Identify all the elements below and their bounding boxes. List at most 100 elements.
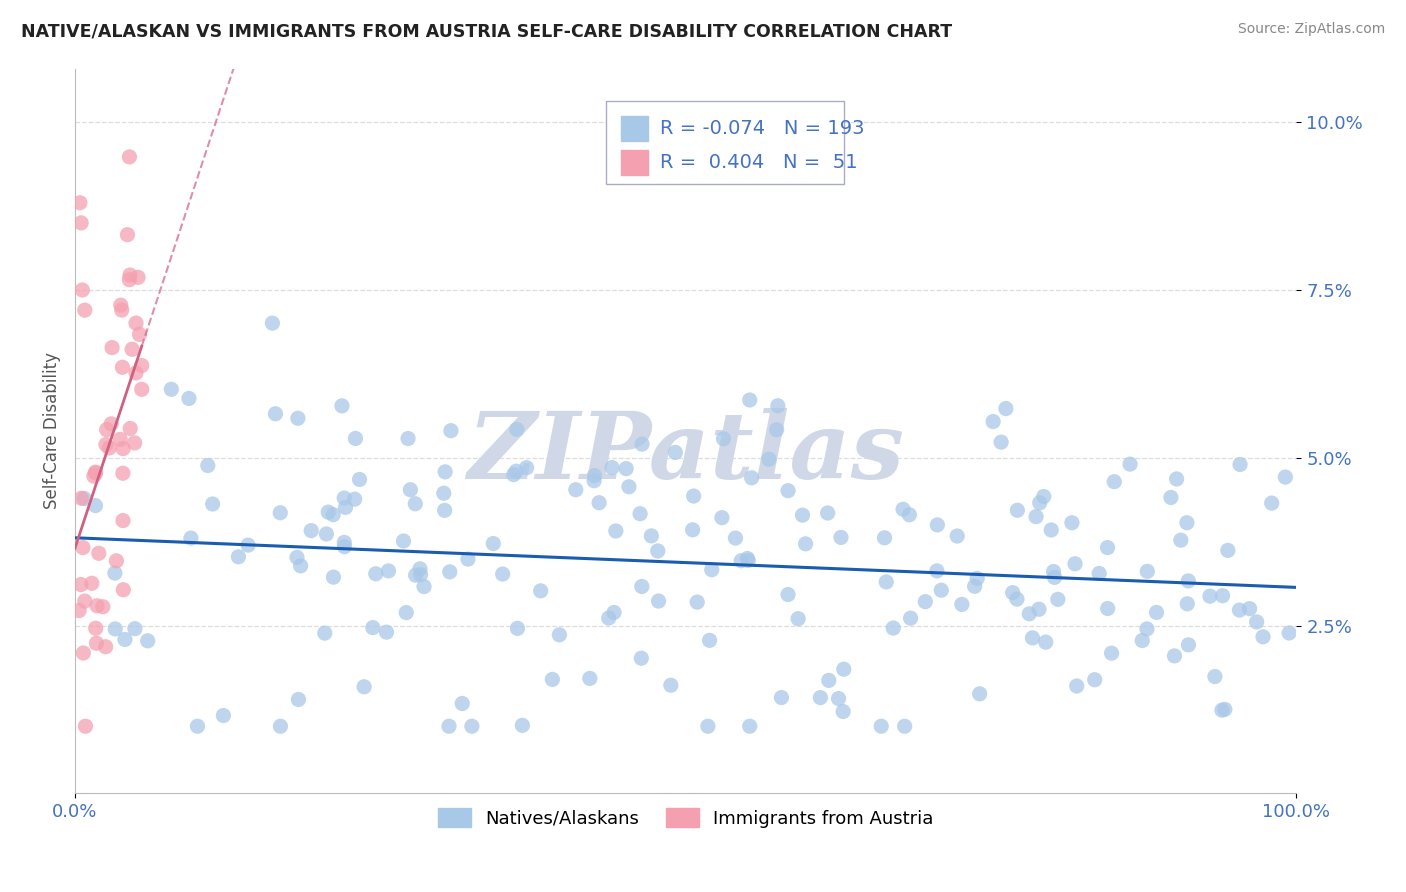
Point <box>1160 491 1182 505</box>
Point <box>659 678 682 692</box>
Point <box>1028 496 1050 510</box>
Point <box>873 531 896 545</box>
Point <box>506 422 529 436</box>
Point <box>898 508 921 522</box>
Point <box>770 690 793 705</box>
Point <box>1170 533 1192 548</box>
Point <box>322 570 344 584</box>
Point <box>946 529 969 543</box>
Point <box>686 595 709 609</box>
Point <box>1104 475 1126 489</box>
Point <box>353 680 375 694</box>
Point <box>776 588 799 602</box>
Point <box>262 316 284 330</box>
Point <box>1251 630 1274 644</box>
Point <box>197 458 219 473</box>
Point <box>73 594 96 608</box>
Point <box>1146 606 1168 620</box>
Point <box>186 719 208 733</box>
Y-axis label: Self-Care Disability: Self-Care Disability <box>44 352 60 509</box>
Point <box>212 708 235 723</box>
Point <box>699 633 721 648</box>
Point <box>969 687 991 701</box>
Point <box>437 719 460 733</box>
Point <box>375 625 398 640</box>
Point <box>316 505 339 519</box>
Point <box>330 399 353 413</box>
Point <box>124 436 146 450</box>
Point <box>111 360 134 375</box>
Point <box>112 582 135 597</box>
Point <box>75 719 97 733</box>
Point <box>730 554 752 568</box>
Point <box>440 424 463 438</box>
Point <box>285 550 308 565</box>
Point <box>111 467 134 481</box>
Point <box>333 491 356 505</box>
Point <box>94 640 117 654</box>
Point <box>737 553 759 567</box>
Point <box>86 599 108 613</box>
Point <box>287 411 309 425</box>
Point <box>630 651 652 665</box>
Point <box>392 534 415 549</box>
Point <box>1025 509 1047 524</box>
Point <box>361 621 384 635</box>
Point <box>236 538 259 552</box>
Point <box>322 508 344 522</box>
Point <box>84 499 107 513</box>
Point <box>1177 638 1199 652</box>
Point <box>264 407 287 421</box>
Point <box>579 672 602 686</box>
Point <box>1199 589 1222 603</box>
Point <box>1042 565 1064 579</box>
Point <box>395 606 418 620</box>
Point <box>118 150 141 164</box>
Point <box>73 491 96 506</box>
Point <box>713 432 735 446</box>
Point <box>333 535 356 549</box>
Point <box>104 566 127 580</box>
Point <box>433 486 456 500</box>
Point <box>112 442 135 456</box>
Point <box>1066 679 1088 693</box>
Point <box>1040 523 1063 537</box>
Point <box>1213 702 1236 716</box>
Point <box>628 507 651 521</box>
Point <box>269 506 291 520</box>
Point <box>1043 570 1066 584</box>
Point <box>647 594 669 608</box>
Point <box>966 571 988 585</box>
Point <box>583 474 606 488</box>
Point <box>598 611 620 625</box>
Point <box>1097 601 1119 615</box>
Point <box>817 506 839 520</box>
Point <box>1021 631 1043 645</box>
Point <box>1278 626 1301 640</box>
Point <box>516 460 538 475</box>
Point <box>1212 589 1234 603</box>
Point <box>177 392 200 406</box>
Point <box>827 691 849 706</box>
Point <box>96 423 118 437</box>
Point <box>396 432 419 446</box>
Point <box>73 303 96 318</box>
Point <box>512 718 534 732</box>
Point <box>1166 472 1188 486</box>
Point <box>1211 703 1233 717</box>
Point <box>314 626 336 640</box>
Point <box>891 502 914 516</box>
Point <box>682 489 704 503</box>
Point <box>548 628 571 642</box>
Point <box>84 621 107 635</box>
Point <box>315 527 337 541</box>
Point <box>125 316 148 330</box>
Point <box>136 633 159 648</box>
Point <box>1046 592 1069 607</box>
Point <box>114 632 136 647</box>
Text: Source: ZipAtlas.com: Source: ZipAtlas.com <box>1237 22 1385 37</box>
Point <box>72 541 94 555</box>
Point <box>86 636 108 650</box>
Point <box>758 452 780 467</box>
Point <box>1246 615 1268 629</box>
